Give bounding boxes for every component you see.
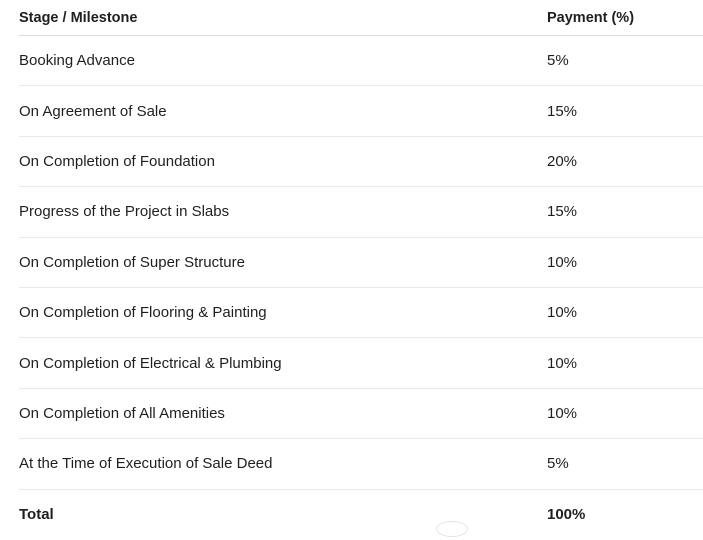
total-payment: 100%	[547, 506, 586, 524]
table-row: On Completion of All Amenities 10%	[19, 389, 703, 440]
total-label: Total	[19, 506, 54, 524]
table-row: On Completion of Foundation 20%	[19, 137, 703, 188]
table-row: At the Time of Execution of Sale Deed 5%	[19, 439, 703, 490]
header-payment-percent: Payment (%)	[547, 9, 635, 26]
table-row: Booking Advance 5%	[19, 36, 703, 87]
payment-cell: 15%	[547, 203, 578, 221]
table-row: On Completion of Flooring & Painting 10%	[19, 288, 703, 339]
stage-cell: Booking Advance	[19, 52, 135, 70]
stage-cell: At the Time of Execution of Sale Deed	[19, 455, 273, 473]
payment-cell: 5%	[547, 455, 569, 473]
stage-cell: On Completion of All Amenities	[19, 404, 225, 422]
payment-cell: 15%	[547, 102, 578, 120]
payment-cell: 20%	[547, 152, 578, 170]
table-row: On Completion of Electrical & Plumbing 1…	[19, 338, 703, 389]
header-stage-milestone: Stage / Milestone	[19, 9, 138, 26]
scroll-down-button[interactable]	[436, 521, 468, 537]
stage-cell: On Completion of Flooring & Painting	[19, 304, 267, 322]
stage-cell: On Completion of Foundation	[19, 152, 215, 170]
table-total-row: Total 100%	[19, 490, 703, 540]
table-row: On Agreement of Sale 15%	[19, 86, 703, 137]
payment-cell: 10%	[547, 404, 578, 422]
stage-cell: Progress of the Project in Slabs	[19, 203, 230, 221]
payment-cell: 10%	[547, 304, 578, 322]
stage-cell: On Completion of Electrical & Plumbing	[19, 354, 282, 372]
payment-schedule-table: Stage / Milestone Payment (%) Booking Ad…	[19, 0, 703, 540]
stage-cell: On Completion of Super Structure	[19, 253, 245, 271]
table-header-row: Stage / Milestone Payment (%)	[19, 0, 703, 36]
payment-cell: 10%	[547, 253, 578, 271]
stage-cell: On Agreement of Sale	[19, 102, 167, 120]
payment-cell: 10%	[547, 354, 578, 372]
table-row: On Completion of Super Structure 10%	[19, 238, 703, 288]
table-row: Progress of the Project in Slabs 15%	[19, 187, 703, 238]
payment-cell: 5%	[547, 52, 569, 70]
